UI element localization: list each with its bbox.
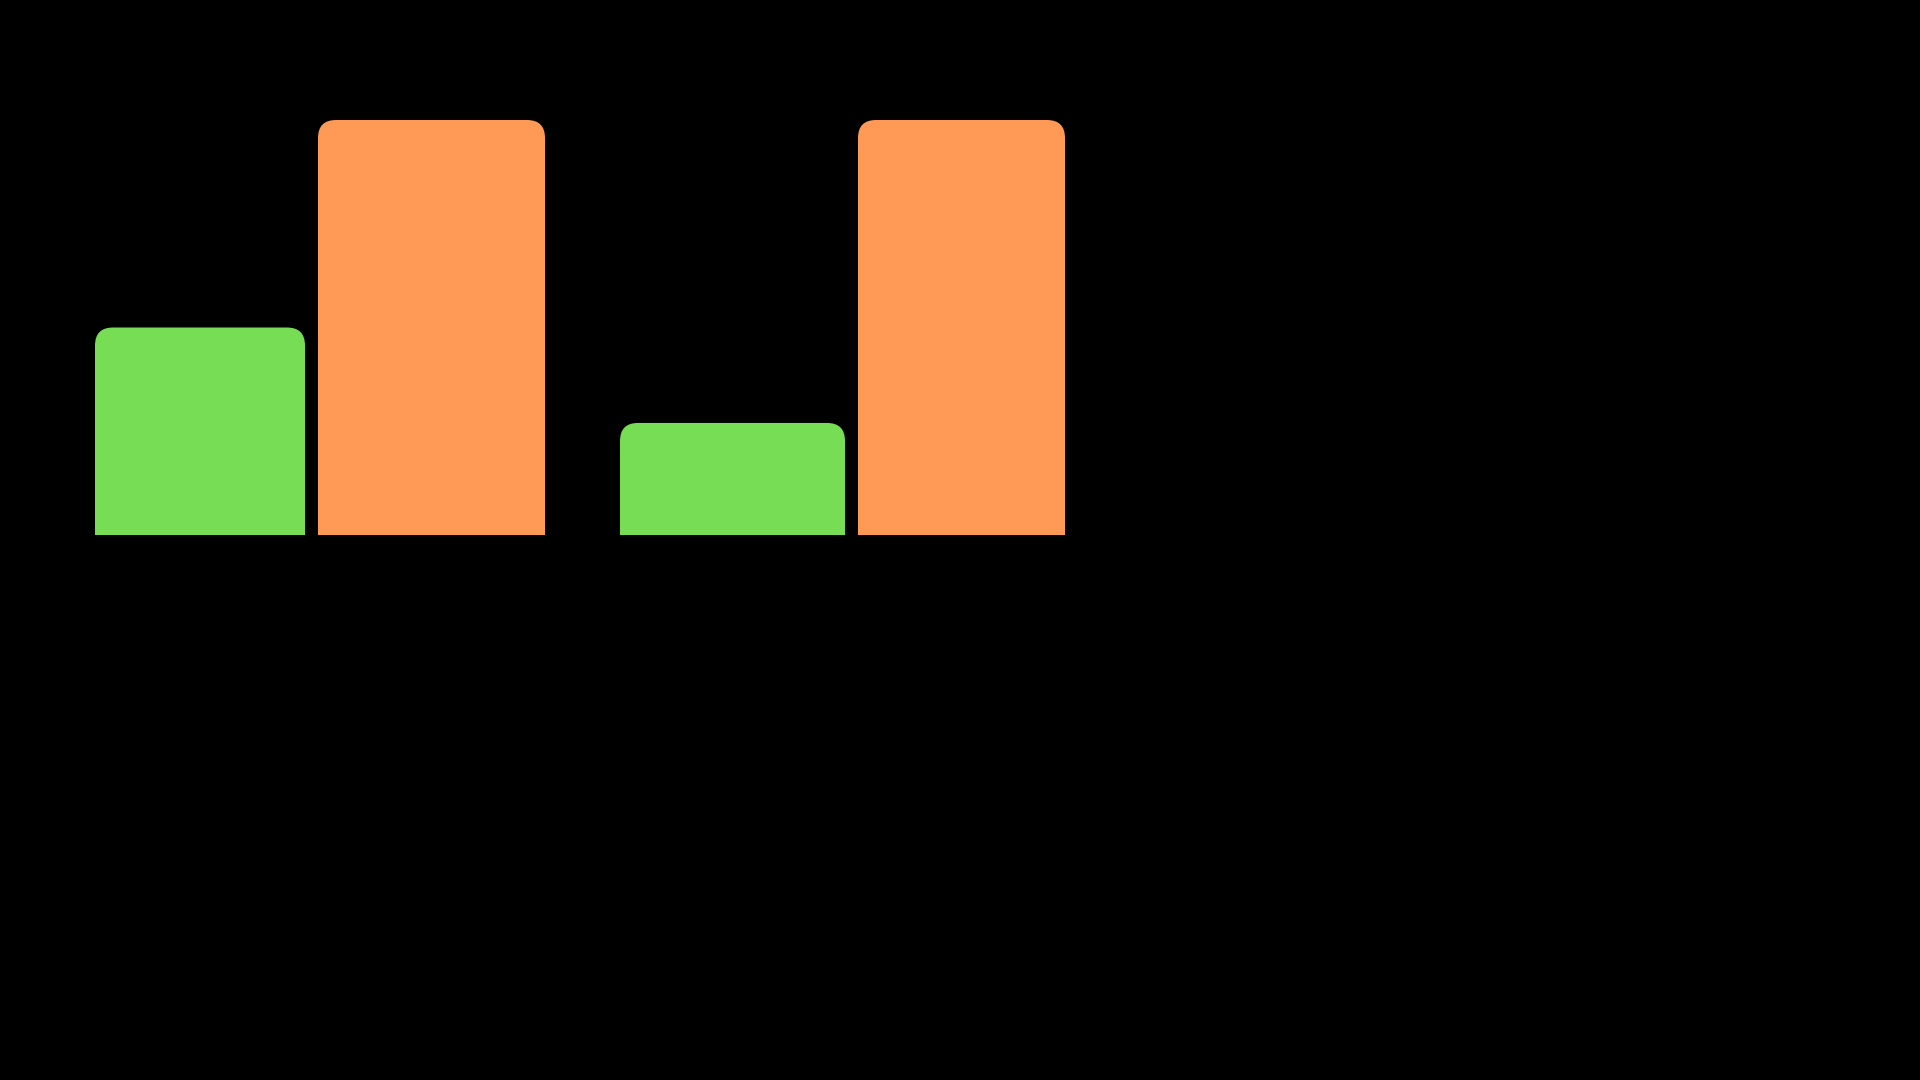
Bar xyxy=(858,499,1066,535)
Bar xyxy=(319,499,545,535)
FancyBboxPatch shape xyxy=(858,120,1066,535)
Bar xyxy=(620,499,845,535)
FancyBboxPatch shape xyxy=(94,327,305,535)
FancyBboxPatch shape xyxy=(319,120,545,535)
FancyBboxPatch shape xyxy=(620,423,845,535)
Bar xyxy=(94,499,305,535)
